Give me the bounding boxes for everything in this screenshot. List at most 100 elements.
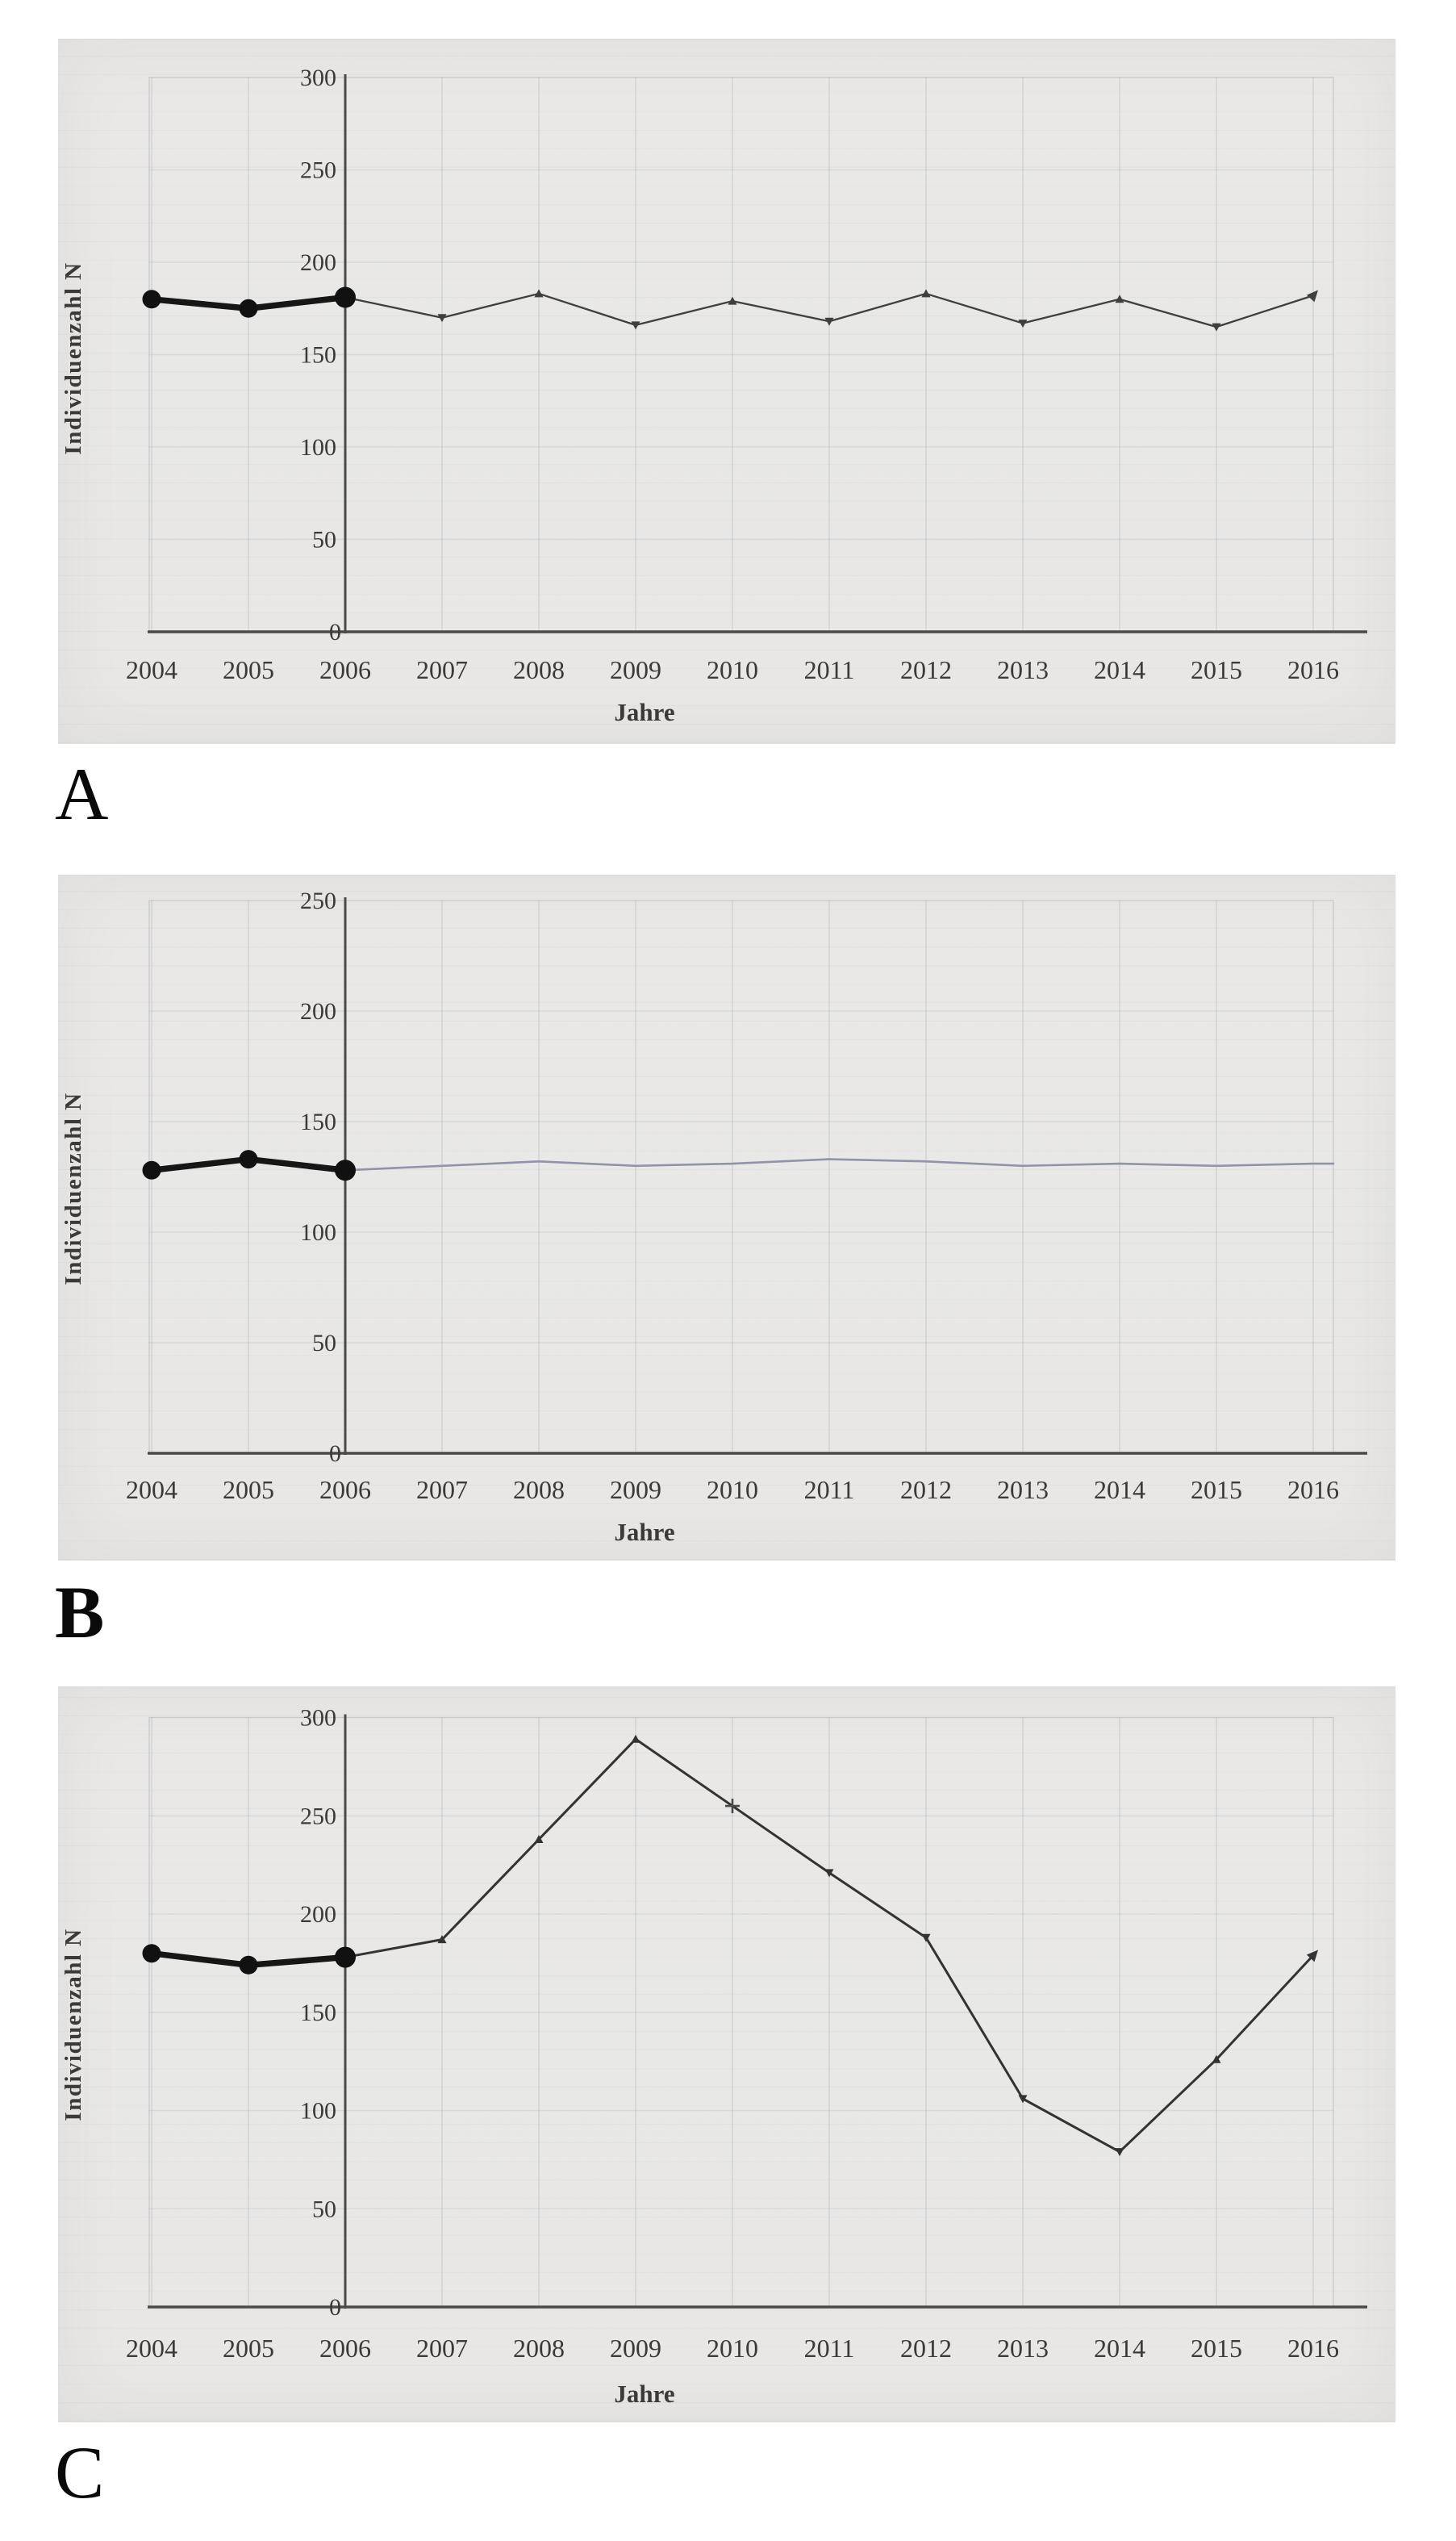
year-tick-label: 2008 [513,655,565,684]
year-tick-label: 2006 [319,1475,371,1504]
year-tick-label: 2005 [223,2334,274,2363]
data-point-marker [1212,323,1221,332]
y-tick-label: 250 [300,157,336,184]
year-tick-label: 2006 [319,655,371,684]
data-point-marker [921,289,931,298]
y-tick-label: 150 [300,1109,336,1135]
data-point-marker [1212,2054,1221,2063]
year-tick-label: 2008 [513,2334,565,2363]
data-point-marker [1115,295,1124,303]
year-tick-label: 2015 [1191,1475,1242,1504]
data-point-dot [239,299,258,318]
year-tick-label: 2007 [416,1475,468,1504]
data-point-dot [335,286,356,308]
year-tick-label: 2016 [1287,655,1339,684]
year-tick-label: 2005 [223,1475,274,1504]
year-tick-label: 2011 [804,1475,855,1504]
y-tick-label: 150 [300,342,336,369]
data-point-marker [534,289,544,298]
zero-tick-label: 0 [329,2294,341,2321]
y-axis-title: Individuenzahl N [60,1928,86,2121]
year-tick-label: 2005 [223,655,274,684]
year-tick-label: 2013 [997,1475,1049,1504]
panel-label-a: A [55,753,109,835]
zero-tick-label: 0 [329,619,341,646]
year-tick-label: 2016 [1287,1475,1339,1504]
y-tick-label: 250 [300,888,336,914]
year-tick-label: 2010 [707,655,758,684]
data-point-marker [437,314,447,323]
chart-c-svg: 300 250 200 150 100 50 0 2004 2005 2006 2007 2008 20… [60,1705,1367,2408]
y-tick-label: 300 [300,1705,336,1732]
data-point-marker [824,1869,834,1878]
chart-panel-a: 300 250 200 150 100 50 0 2004 2005 2006 2007 2008 20… [58,39,1396,744]
data-point-dot [142,1944,161,1963]
year-tick-label: 2011 [804,2334,855,2363]
data-point-marker [1115,2148,1124,2157]
year-tick-label: 2012 [900,1475,952,1504]
data-point-marker [631,1734,640,1743]
year-tick-label: 2007 [416,655,468,684]
year-tick-label: 2007 [416,2334,468,2363]
zero-tick-label: 0 [329,1440,341,1467]
year-tick-label: 2004 [126,655,177,684]
year-tick-label: 2014 [1094,2334,1145,2363]
year-tick-label: 2010 [707,2334,758,2363]
y-tick-label: 50 [312,2196,336,2222]
year-tick-label: 2012 [900,2334,952,2363]
year-tick-label: 2011 [804,655,855,684]
y-tick-label: 200 [300,998,336,1025]
data-point-marker [728,296,737,305]
y-tick-label: 50 [312,1330,336,1356]
chart-panel-c: 300 250 200 150 100 50 0 2004 2005 2006 2007 2008 20… [58,1686,1396,2422]
data-point-marker [921,1933,931,1942]
year-tick-label: 2009 [610,2334,661,2363]
y-tick-label: 300 [300,65,336,91]
y-axis-title: Individuenzahl N [60,261,86,454]
y-tick-label: 100 [300,2098,336,2125]
x-axis-title: Jahre [614,698,674,726]
y-tick-label: 200 [300,249,336,276]
data-point-marker [824,317,834,326]
data-point-dot [239,1150,258,1169]
year-tick-label: 2008 [513,1475,565,1504]
year-tick-label: 2009 [610,1475,661,1504]
y-axis-title: Individuenzahl N [60,1092,86,1285]
y-tick-label: 250 [300,1803,336,1829]
data-point-marker [1018,320,1028,328]
year-tick-label: 2015 [1191,655,1242,684]
data-point-marker [437,1935,447,1944]
data-point-dot [335,1946,356,1968]
end-arrow-marker [1306,1950,1319,1962]
year-tick-label: 2013 [997,2334,1049,2363]
chart-panel-b: 250 200 150 100 50 0 2004 2005 2006 2007 2008 2009 2… [58,875,1396,1561]
data-point-marker [631,321,640,330]
year-tick-label: 2012 [900,655,952,684]
panel-label-b: B [55,1571,105,1653]
data-point-dot [142,1160,161,1180]
plot-frame [148,900,1334,1454]
chart-b-svg: 250 200 150 100 50 0 2004 2005 2006 2007 2008 2009 2… [60,888,1367,1546]
end-arrow-marker [1306,290,1319,303]
y-tick-label: 200 [300,1901,336,1928]
data-point-marker [534,1834,544,1843]
year-tick-label: 2016 [1287,2334,1339,2363]
data-point-dot [335,1160,356,1181]
year-tick-label: 2004 [126,2334,177,2363]
y-tick-label: 100 [300,1219,336,1246]
y-tick-label: 50 [312,527,336,554]
year-tick-label: 2015 [1191,2334,1242,2363]
year-tick-label: 2004 [126,1475,177,1504]
data-line-thin [344,1158,1335,1172]
data-point-marker [1018,2095,1028,2104]
data-point-dot [142,290,161,309]
year-tick-label: 2013 [997,655,1049,684]
panel-label-c: C [55,2431,105,2514]
year-tick-label: 2014 [1094,655,1145,684]
y-tick-label: 100 [300,434,336,461]
year-tick-label: 2009 [610,655,661,684]
year-tick-label: 2014 [1094,1475,1145,1504]
year-tick-label: 2010 [707,1475,758,1504]
year-tick-label: 2006 [319,2334,371,2363]
chart-a-svg: 300 250 200 150 100 50 0 2004 2005 2006 2007 2008 20… [60,65,1367,726]
